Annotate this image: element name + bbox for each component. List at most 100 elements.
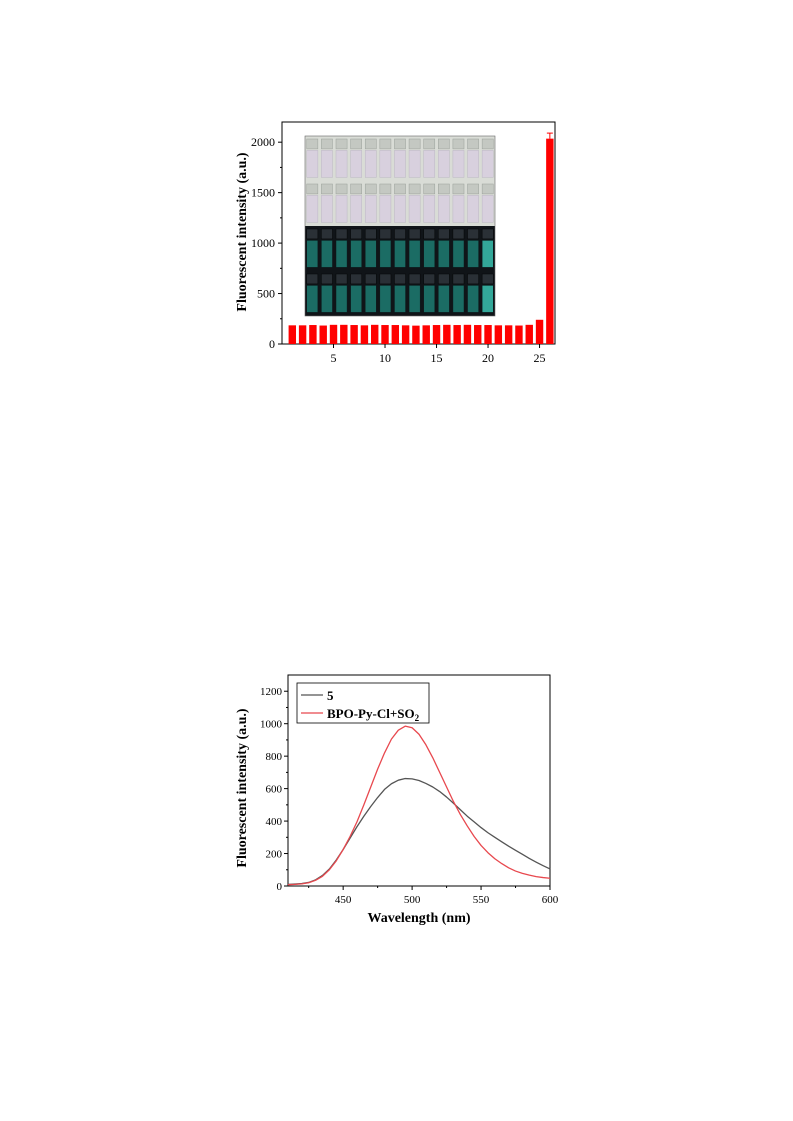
vial-solution bbox=[408, 285, 421, 313]
vial-solution bbox=[379, 195, 392, 223]
bar bbox=[443, 324, 451, 344]
bar bbox=[432, 325, 441, 344]
vial-cap bbox=[379, 183, 392, 195]
line-chart-ticks: 0 200 400 600 800 1000 1200 450 500 550 600 bbox=[260, 686, 559, 906]
line-chart-y-axis-label: Fluorescent intensity (a.u.) bbox=[235, 708, 250, 868]
vial-solution bbox=[306, 240, 319, 268]
line-chart-axes bbox=[287, 674, 551, 887]
y-tick-label: 600 bbox=[266, 784, 283, 796]
vial-cap bbox=[481, 273, 494, 285]
bar bbox=[412, 325, 420, 344]
y-tick-label: 400 bbox=[266, 816, 283, 828]
vial-cap bbox=[350, 273, 362, 285]
y-tick-label: 500 bbox=[257, 287, 275, 301]
bar bbox=[515, 325, 523, 344]
vial-cap bbox=[335, 228, 348, 240]
legend-label: BPO-Py-Cl+SO2 bbox=[327, 706, 420, 723]
vial-cap bbox=[321, 183, 333, 195]
vial-cap bbox=[306, 183, 319, 195]
bar bbox=[288, 325, 297, 344]
vial-solution bbox=[452, 240, 465, 268]
x-tick-label: 450 bbox=[335, 894, 352, 906]
vial-solution bbox=[467, 240, 479, 268]
vial-solution bbox=[379, 285, 392, 313]
vial-cap bbox=[452, 138, 465, 150]
vial-cap bbox=[350, 183, 362, 195]
y-tick-label: 1200 bbox=[260, 686, 283, 698]
x-tick-label: 10 bbox=[379, 351, 391, 365]
vial-solution bbox=[423, 150, 436, 178]
bar bbox=[309, 325, 317, 344]
vial-solution bbox=[394, 240, 406, 268]
series-line bbox=[287, 725, 551, 886]
vial-solution bbox=[321, 195, 333, 223]
vial-solution bbox=[364, 240, 377, 268]
vial-cap bbox=[452, 183, 465, 195]
vial-cap bbox=[423, 138, 436, 150]
vial-cap bbox=[379, 273, 392, 285]
line-chart-legend: 5 BPO-Py-Cl+SO2 bbox=[296, 682, 430, 724]
y-tick-label: 1500 bbox=[251, 186, 275, 200]
vial-cap bbox=[350, 228, 362, 240]
bar bbox=[329, 324, 338, 344]
bar bbox=[484, 325, 492, 344]
vial-solution bbox=[350, 240, 362, 268]
y-tick-label: 0 bbox=[277, 881, 283, 893]
vial-solution bbox=[408, 195, 421, 223]
bar bbox=[463, 324, 472, 344]
bar bbox=[474, 325, 482, 344]
line-chart-x-axis-label: Wavelength (nm) bbox=[367, 911, 470, 926]
vial-cap bbox=[408, 273, 421, 285]
vial-solution bbox=[452, 285, 465, 313]
vial-solution bbox=[379, 240, 392, 268]
vial-solution bbox=[481, 285, 494, 313]
vial-solution bbox=[350, 285, 362, 313]
vial-cap bbox=[394, 183, 406, 195]
vial-cap bbox=[438, 273, 450, 285]
bar bbox=[371, 324, 379, 344]
vial-cap bbox=[335, 183, 348, 195]
bar bbox=[391, 325, 400, 344]
vial-solution bbox=[408, 240, 421, 268]
vial-solution bbox=[335, 195, 348, 223]
vial-cap bbox=[408, 183, 421, 195]
vial-solution bbox=[452, 195, 465, 223]
vial-cap bbox=[481, 138, 494, 150]
bar bbox=[381, 325, 389, 344]
bar-chart-bars bbox=[288, 132, 554, 344]
vial-cap bbox=[306, 138, 319, 150]
vial-solution bbox=[438, 150, 450, 178]
vial-solution bbox=[481, 195, 494, 223]
bar bbox=[319, 325, 327, 344]
vial-solution bbox=[423, 240, 436, 268]
x-tick-label: 500 bbox=[404, 894, 421, 906]
vial-cap bbox=[467, 228, 479, 240]
bar bbox=[504, 325, 513, 344]
vial-solution bbox=[467, 195, 479, 223]
vial-cap bbox=[423, 273, 436, 285]
y-tick-label: 1000 bbox=[260, 719, 283, 731]
y-tick-label: 2000 bbox=[251, 135, 275, 149]
vial-solution bbox=[438, 240, 450, 268]
vial-solution bbox=[364, 285, 377, 313]
vial-cap bbox=[335, 138, 348, 150]
vial-cap bbox=[394, 228, 406, 240]
bar bbox=[525, 324, 533, 344]
vial-cap bbox=[467, 183, 479, 195]
vial-cap bbox=[321, 228, 333, 240]
y-tick-label: 0 bbox=[269, 337, 275, 351]
x-tick-label: 25 bbox=[534, 351, 546, 365]
vial-solution bbox=[438, 285, 450, 313]
vial-solution bbox=[452, 150, 465, 178]
y-tick-label: 800 bbox=[266, 751, 283, 763]
vial-cap bbox=[379, 228, 392, 240]
vial-solution bbox=[306, 195, 319, 223]
vial-solution bbox=[423, 285, 436, 313]
bar bbox=[494, 325, 503, 344]
bar bbox=[350, 325, 358, 344]
vial-cap bbox=[438, 228, 450, 240]
vial-solution bbox=[306, 285, 319, 313]
y-tick-label: 1000 bbox=[251, 236, 275, 250]
plot-frame bbox=[287, 674, 551, 887]
line-chart-series bbox=[287, 725, 551, 886]
